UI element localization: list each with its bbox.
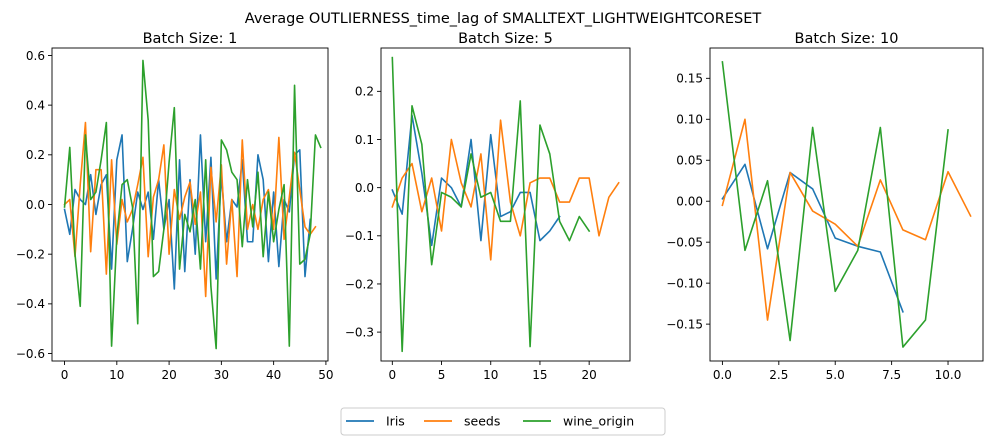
series-line-wine-origin: [63, 59, 322, 350]
panel-title: Batch Size: 1: [143, 31, 238, 47]
panels: Batch Size: 10 10 20 30 40 50−0.6−0.4−0.20.00…: [16, 31, 984, 382]
y-tick-label: 0.0: [355, 181, 374, 195]
y-tick-label: −0.6: [16, 347, 45, 361]
x-tick-label: 20: [582, 368, 597, 382]
x-tick-label: 30: [214, 368, 229, 382]
y-tick-label: −0.2: [16, 247, 45, 261]
legend: Iris seeds wine_origin: [340, 407, 666, 436]
series-lines: [391, 56, 620, 353]
panel-title: Batch Size: 10: [795, 31, 899, 47]
y-tick-label: −0.10: [666, 276, 703, 290]
panel-title: Batch Size: 5: [458, 31, 553, 47]
panel-2: Batch Size: 5 0 5 10 15 20 −0.3 −0.2 −0.1 0.0 0.1 0…: [345, 31, 631, 382]
y-tick-label: 0.05: [676, 154, 703, 168]
y-tick-label: −0.3: [345, 325, 374, 339]
series-line-wine-origin: [391, 56, 591, 353]
y-tick-label: −0.4: [16, 297, 45, 311]
y-tick-label: −0.1: [345, 229, 374, 243]
series-line-seeds: [63, 121, 317, 298]
legend-label: wine_origin: [563, 414, 634, 429]
axes-frame: [380, 47, 631, 362]
x-tick-label: 5.0: [826, 368, 845, 382]
y-tick-label: 0.15: [676, 72, 703, 86]
legend-frame: [340, 407, 666, 436]
x-tick-label: 20: [161, 368, 176, 382]
y-tick-label: 0.10: [676, 113, 703, 127]
x-tick-label: 0: [388, 368, 396, 382]
y-tick-label: 0.2: [26, 148, 45, 162]
y-tick-label: 0.00: [676, 195, 703, 209]
figure-title: Average OUTLIERNESS_time_lag of SMALLTEX…: [245, 11, 762, 27]
x-tick-label: 5: [438, 368, 446, 382]
series-lines: [63, 59, 322, 350]
x-tick-label: 40: [266, 368, 281, 382]
x-tick-label: 10: [483, 368, 498, 382]
y-tick-label: 0.1: [355, 133, 374, 147]
y-tick-label: 0.4: [26, 98, 45, 112]
panel-3: Batch Size: 10 0.0 2.5 5.0 7.5 10.0 −0.15 −0.10…: [666, 31, 984, 382]
legend-label: seeds: [464, 414, 500, 429]
x-tick-label: 0: [61, 368, 69, 382]
axes-frame: [709, 47, 984, 362]
y-tick-label: 0.0: [26, 198, 45, 212]
y-tick-label: −0.15: [666, 317, 703, 331]
legend-label: Iris: [386, 414, 405, 429]
y-tick-label: −0.05: [666, 235, 703, 249]
x-tick-label: 10: [109, 368, 124, 382]
x-tick-label: 0.0: [713, 368, 732, 382]
y-tick-label: −0.2: [345, 277, 374, 291]
series-line-seeds: [391, 119, 620, 261]
series-line-seeds: [721, 118, 972, 321]
y-tick-label: 0.2: [355, 85, 374, 99]
x-tick-label: 2.5: [769, 368, 788, 382]
x-tick-label: 15: [532, 368, 547, 382]
x-tick-label: 10.0: [935, 368, 962, 382]
series-line-iris: [391, 114, 561, 247]
x-tick-label: 50: [318, 368, 333, 382]
series-lines: [721, 61, 972, 348]
y-tick-label: 0.6: [26, 49, 45, 63]
series-line-wine-origin: [721, 61, 949, 348]
panel-1: Batch Size: 1 0 10 20 30 40 50 −0.6 −0.4 −0.2 0.0 0…: [16, 31, 334, 382]
x-tick-label: 7.5: [882, 368, 901, 382]
